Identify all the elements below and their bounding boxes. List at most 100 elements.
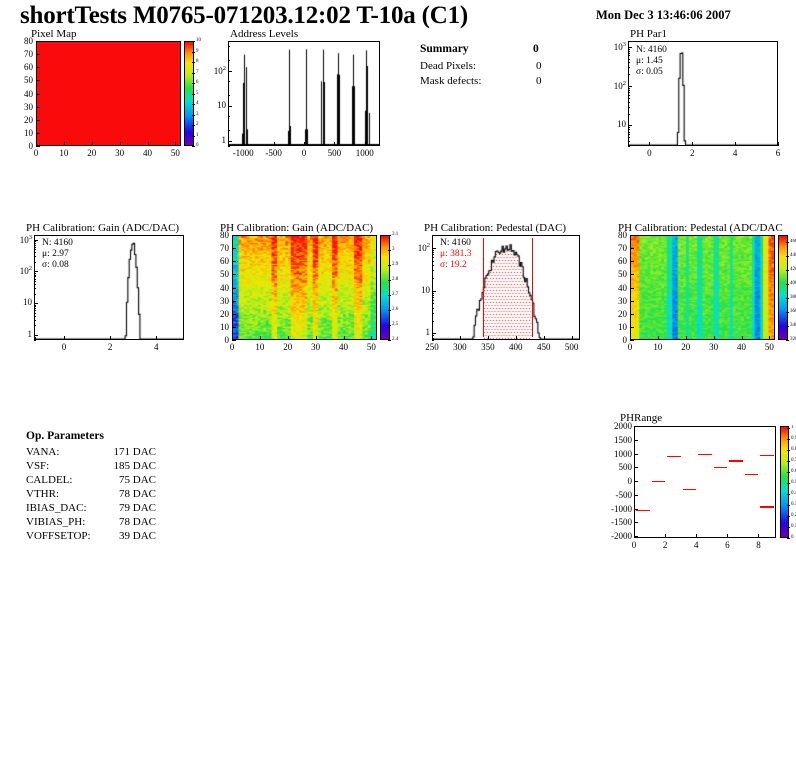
axis-tick-label: 40	[618, 282, 627, 293]
axis-tick	[228, 70, 232, 72]
axis-tick-label: 102	[417, 241, 430, 253]
axis-tick-label: 30	[115, 148, 125, 158]
panel-pedestal-map[interactable]: PH Calibration: Pedestal (ADC/DAC 0 10 20 3…	[608, 222, 796, 357]
pedestal-map-title: PH Calibration: Pedestal (ADC/DAC	[618, 222, 783, 234]
axis-tick-label: 10	[23, 297, 32, 308]
axis-tick	[34, 271, 36, 273]
axis-tick	[192, 135, 195, 137]
phrange-segment	[729, 460, 743, 462]
axis-tick	[232, 235, 236, 236]
axis-tick-label: 9	[196, 48, 199, 54]
pedestal-hist-stat-mu: μ: 381.3	[440, 249, 472, 259]
axis-tick	[36, 80, 40, 82]
axis-tick	[649, 142, 651, 146]
axis-tick	[304, 142, 305, 146]
axis-tick	[192, 62, 195, 63]
phrange-title: PHRange	[620, 412, 663, 424]
axis-tick	[769, 336, 771, 340]
axis-tick-label: 103	[19, 233, 32, 245]
axis-tick	[228, 95, 230, 97]
axis-tick-label: 0	[627, 476, 633, 486]
axis-tick-label: 40	[24, 88, 33, 99]
axis-tick-label: 4	[732, 148, 738, 158]
axis-tick	[634, 508, 638, 510]
axis-tick	[432, 340, 434, 341]
axis-tick	[192, 114, 195, 116]
axis-tick	[432, 290, 434, 292]
axis-tick	[786, 284, 789, 285]
axis-tick-label: 3	[196, 111, 199, 117]
axis-tick-label: 500	[618, 462, 633, 473]
axis-tick	[34, 335, 38, 337]
axis-tick	[628, 97, 630, 99]
axis-tick	[634, 439, 638, 441]
axis-tick	[91, 142, 93, 146]
pixel-map-frame[interactable]	[36, 41, 181, 146]
axis-tick-label: 70	[618, 243, 627, 254]
op-parameter-value: 78 DAC	[119, 488, 156, 500]
axis-tick	[628, 89, 630, 91]
axis-tick	[628, 86, 632, 88]
axis-tick	[432, 300, 434, 302]
axis-tick	[175, 142, 177, 146]
axis-tick	[34, 276, 36, 278]
axis-tick-label: 400	[790, 281, 796, 286]
phrange-segment	[760, 506, 774, 508]
gain-map-colorbar[interactable]	[380, 235, 390, 340]
pedestal-map-frame[interactable]	[630, 235, 775, 340]
axis-tick-label: 2.5	[392, 322, 399, 327]
axis-tick	[34, 261, 36, 263]
pedestal-map-colorbar[interactable]	[778, 235, 788, 340]
axis-tick-label: 4	[154, 342, 159, 352]
phrange-colorbar[interactable]	[780, 426, 789, 538]
axis-tick	[432, 235, 434, 236]
address-levels-frame[interactable]	[228, 41, 380, 146]
axis-tick	[34, 284, 36, 286]
pedestal-hist-frame[interactable]	[432, 235, 580, 340]
op-parameter-value: 78 DAC	[119, 516, 156, 528]
axis-tick-label: -2000	[611, 531, 632, 541]
axis-tick-label: 0	[196, 143, 199, 148]
axis-tick-label: 0	[61, 342, 67, 352]
axis-tick	[741, 336, 743, 340]
axis-tick	[110, 336, 112, 340]
phrange-frame[interactable]	[634, 426, 776, 538]
axis-tick	[786, 298, 789, 299]
pixel-map-title: Pixel Map	[31, 28, 77, 40]
axis-tick	[432, 270, 434, 272]
axis-tick-label: 1	[425, 327, 431, 338]
ph-par1-frame[interactable]	[628, 41, 778, 146]
axis-tick-label: 103	[613, 40, 626, 52]
axis-tick-label: 400	[509, 342, 523, 352]
axis-tick-label: 5	[196, 90, 199, 96]
axis-tick	[192, 125, 195, 126]
axis-tick-label: 50	[170, 148, 180, 158]
axis-tick	[388, 265, 391, 266]
axis-tick	[786, 270, 789, 271]
axis-tick	[628, 87, 630, 89]
gain-map-frame[interactable]	[232, 235, 377, 340]
axis-tick	[543, 336, 545, 340]
axis-tick	[259, 336, 261, 340]
axis-tick	[515, 336, 517, 340]
axis-tick	[432, 249, 434, 251]
axis-tick	[119, 142, 121, 146]
axis-tick-label: 80	[220, 230, 229, 240]
axis-tick	[228, 105, 232, 107]
axis-tick-label: 0.9	[791, 436, 796, 441]
axis-tick-label: 50	[220, 269, 229, 280]
axis-tick-label: 0.2	[791, 513, 796, 518]
gain-hist-frame[interactable]	[34, 235, 184, 340]
axis-tick	[287, 336, 289, 340]
axis-tick	[34, 281, 36, 283]
axis-tick-label: 350	[481, 342, 495, 352]
axis-tick	[634, 494, 638, 496]
axis-tick	[34, 256, 36, 258]
axis-tick	[36, 119, 40, 121]
axis-tick-label: 6	[196, 80, 199, 85]
axis-tick	[634, 467, 638, 469]
gain-hist-title: PH Calibration: Gain (ADC/DAC)	[26, 222, 180, 234]
gain-map-title: PH Calibration: Gain (ADC/DAC)	[220, 222, 374, 234]
axis-tick	[786, 312, 789, 313]
address-levels-title: Address Levels	[230, 28, 299, 40]
